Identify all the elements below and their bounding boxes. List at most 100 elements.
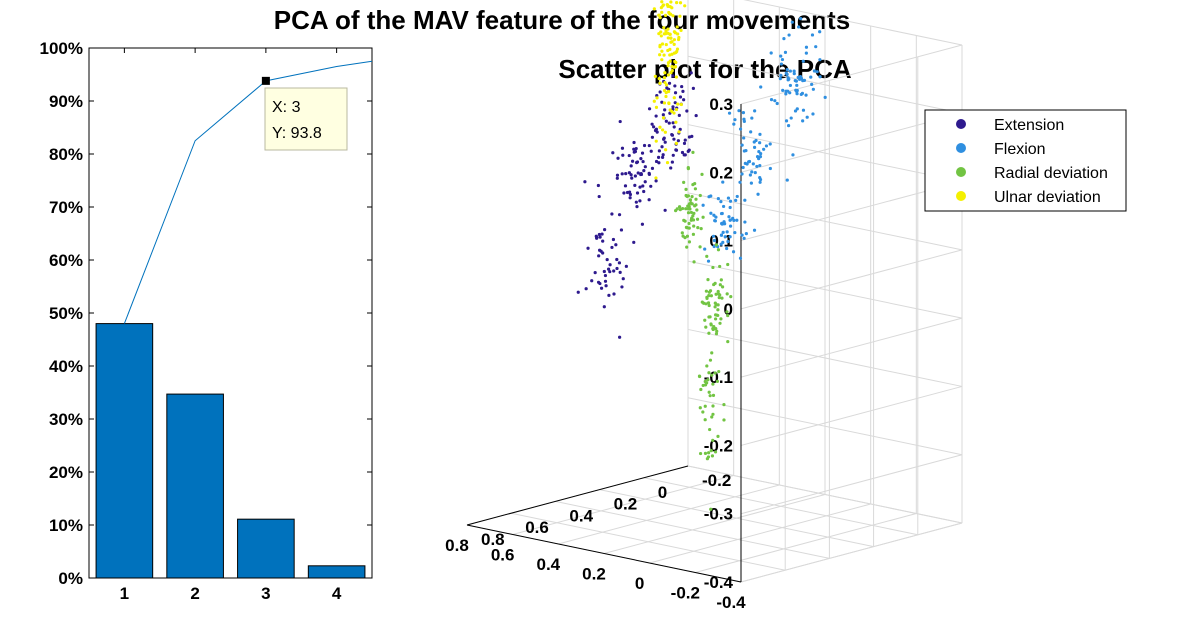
scatter-point — [660, 42, 665, 46]
scatter-point — [797, 25, 801, 29]
scatter-point — [814, 45, 818, 49]
scatter-point — [663, 80, 667, 85]
scatter-point — [678, 95, 683, 99]
scatter-point — [691, 232, 696, 236]
scatter-point — [688, 198, 693, 202]
scatter-point — [758, 163, 762, 168]
z-tick-label: -0.4 — [704, 573, 734, 592]
scatter-point — [683, 4, 687, 8]
scatter-point — [602, 305, 606, 309]
scatter-point — [757, 150, 761, 154]
scatter-point — [667, 121, 671, 125]
scatter-point — [698, 193, 702, 198]
scatter-point — [796, 75, 800, 80]
scatter-point — [686, 207, 691, 211]
scatter-point — [668, 59, 672, 63]
z-tick-label: 0 — [724, 300, 733, 319]
scatter-point — [728, 235, 732, 239]
scatter-point — [742, 136, 746, 140]
scatter-point — [679, 102, 683, 107]
scatter-point — [706, 451, 711, 455]
scatter-point — [654, 114, 658, 118]
scatter-point — [711, 438, 715, 442]
scatter-point — [596, 183, 600, 188]
datatip-marker[interactable] — [261, 76, 270, 85]
scatter-point — [714, 215, 718, 219]
scatter-point — [779, 54, 783, 58]
scatter-points — [576, 0, 827, 511]
y-tick-label: 0 — [658, 483, 667, 502]
scatter-point — [670, 40, 674, 44]
scatter-point — [691, 86, 695, 90]
grid-line — [695, 513, 917, 573]
legend-marker — [956, 167, 966, 177]
datatip[interactable]: X: 3 Y: 93.8 — [264, 87, 348, 151]
scatter-point — [677, 113, 681, 117]
scatter-point — [785, 68, 789, 72]
scatter-point — [672, 96, 676, 100]
scatter-point — [804, 51, 808, 55]
scatter-point — [605, 257, 609, 262]
scatter-point — [662, 76, 667, 80]
scatter-point — [700, 172, 704, 177]
scatter-point — [618, 270, 622, 274]
scatter-point — [801, 108, 806, 112]
scatter-point — [737, 109, 741, 113]
scatter-point — [583, 180, 587, 184]
scatter-point — [686, 194, 691, 198]
scatter-point — [663, 140, 667, 144]
scatter-point — [601, 239, 605, 243]
scatter-point — [689, 71, 693, 75]
grid-line — [687, 192, 963, 251]
pareto-x-tick-label: 3 — [261, 584, 270, 603]
scatter-point — [606, 267, 611, 271]
scatter-point — [678, 1, 683, 5]
legend-marker — [956, 191, 966, 201]
scatter-point — [657, 161, 661, 165]
scatter-point — [719, 233, 724, 237]
scatter-point — [801, 119, 805, 123]
scatter-point — [657, 149, 661, 153]
pareto-cumulative-line — [123, 60, 373, 324]
scatter-point — [666, 48, 670, 53]
scatter-point — [672, 38, 677, 42]
scatter-point — [794, 79, 798, 83]
grid-line — [687, 55, 963, 114]
scatter-point — [640, 151, 645, 155]
scatter-point — [658, 53, 662, 57]
scatter-point — [707, 390, 711, 394]
pareto-y-tick-label: 0% — [58, 569, 83, 588]
scatter-point — [713, 317, 718, 321]
z-tick-label: -0.3 — [704, 505, 733, 524]
scatter-point — [706, 278, 710, 282]
scatter-point — [726, 340, 730, 344]
scatter-point — [671, 121, 675, 125]
scatter-point — [744, 231, 748, 236]
scatter-point — [670, 65, 674, 69]
grid-line — [511, 512, 786, 571]
scatter-point — [715, 329, 719, 333]
scatter-point — [670, 52, 674, 56]
scatter-point — [627, 190, 632, 194]
scatter-point — [690, 134, 694, 139]
scatter-point — [666, 36, 670, 40]
scatter-point — [710, 351, 714, 355]
y-tick-label: 0.6 — [525, 518, 549, 537]
scatter-point — [721, 180, 725, 184]
scatter-point — [713, 450, 718, 454]
scatter-point — [638, 185, 642, 189]
scatter-point — [671, 74, 675, 78]
scatter-point — [600, 232, 604, 236]
series-ulnar-deviation — [652, 0, 687, 180]
grid-line — [643, 477, 918, 536]
scatter-point — [718, 283, 722, 287]
scatter-point — [689, 210, 693, 215]
scatter-point — [707, 303, 711, 308]
scatter-point — [719, 317, 723, 321]
scatter-point — [664, 148, 668, 152]
x-axis-line — [466, 524, 742, 583]
scatter-point — [641, 184, 645, 188]
scatter-point — [750, 116, 754, 120]
scatter-point — [757, 157, 761, 161]
scatter-point — [784, 71, 788, 75]
